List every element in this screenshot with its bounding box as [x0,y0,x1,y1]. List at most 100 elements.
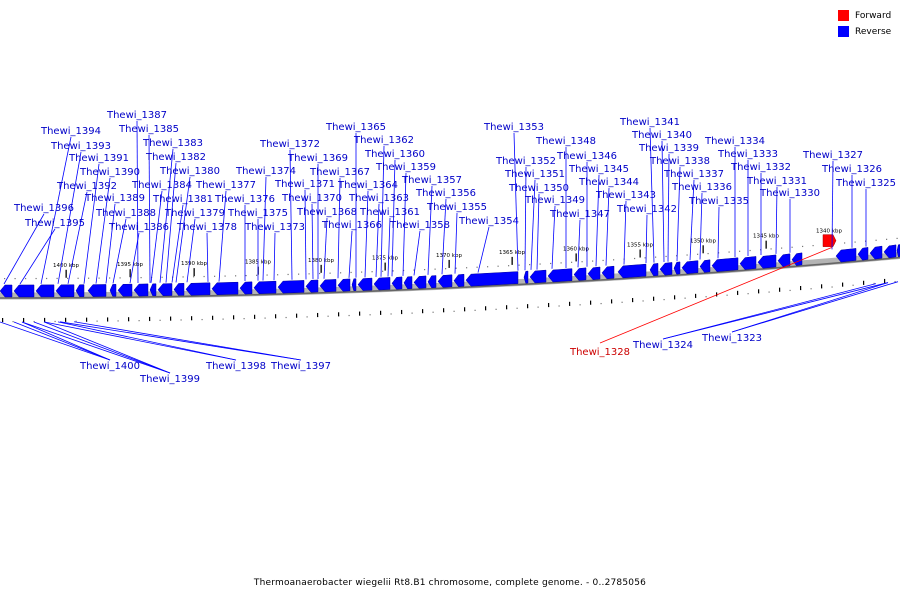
reverse-gene-arrow[interactable] [835,248,857,263]
gene-label[interactable]: Thewi_1348 [535,136,596,147]
gene-label[interactable]: Thewi_1369 [287,153,348,164]
reverse-gene-arrow[interactable] [373,277,391,291]
gene-label[interactable]: Thewi_1374 [235,166,296,177]
gene-label[interactable]: Thewi_1380 [159,166,220,177]
reverse-gene-arrow[interactable] [305,279,319,293]
gene-label[interactable]: Thewi_1325 [835,178,896,189]
gene-label[interactable]: Thewi_1345 [568,164,629,175]
reverse-gene-arrow[interactable] [699,259,711,273]
reverse-gene-arrow[interactable] [649,263,659,277]
gene-label[interactable]: Thewi_1388 [95,208,156,219]
gene-label[interactable]: Thewi_1360 [364,149,425,160]
reverse-gene-arrow[interactable] [896,244,900,258]
gene-label[interactable]: Thewi_1378 [176,222,237,233]
gene-label[interactable]: Thewi_1367 [309,167,370,178]
gene-label[interactable]: Thewi_1397 [270,361,331,372]
gene-label[interactable]: Thewi_1373 [244,222,305,233]
gene-label[interactable]: Thewi_1347 [549,209,610,220]
gene-label[interactable]: Thewi_1370 [281,193,342,204]
gene-label[interactable]: Thewi_1356 [415,188,476,199]
reverse-gene-arrow[interactable] [75,284,85,297]
gene-label[interactable]: Thewi_1336 [671,182,732,193]
gene-label[interactable]: Thewi_1399 [139,374,200,385]
gene-label[interactable]: Thewi_1384 [131,180,192,191]
gene-label[interactable]: Thewi_1377 [195,180,256,191]
gene-label[interactable]: Thewi_1379 [164,208,225,219]
gene-label[interactable]: Thewi_1346 [556,151,617,162]
gene-label[interactable]: Thewi_1396 [13,203,74,214]
reverse-gene-arrow[interactable] [673,261,681,275]
reverse-gene-arrow[interactable] [117,283,133,297]
gene-label[interactable]: Thewi_1371 [274,179,335,190]
gene-label[interactable]: Thewi_1335 [688,196,749,207]
reverse-gene-arrow[interactable] [0,284,13,298]
reverse-gene-arrow[interactable] [35,284,55,298]
gene-label[interactable]: Thewi_1354 [458,216,519,227]
gene-label[interactable]: Thewi_1339 [638,143,699,154]
gene-label[interactable]: Thewi_1349 [524,195,585,206]
gene-label[interactable]: Thewi_1368 [296,207,357,218]
reverse-gene-arrow[interactable] [149,283,157,297]
gene-label[interactable]: Thewi_1392 [56,181,117,192]
gene-label[interactable]: Thewi_1386 [108,222,169,233]
gene-label[interactable]: Thewi_1400 [79,361,140,372]
gene-label[interactable]: Thewi_1342 [616,204,677,215]
gene-label[interactable]: Thewi_1328 [569,347,630,358]
reverse-gene-arrow[interactable] [133,283,149,297]
reverse-gene-arrow[interactable] [777,253,791,268]
reverse-gene-arrow[interactable] [523,270,529,284]
gene-label[interactable]: Thewi_1363 [348,193,409,204]
reverse-gene-arrow[interactable] [883,244,897,259]
reverse-gene-arrow[interactable] [413,275,427,289]
gene-label[interactable]: Thewi_1326 [821,164,882,175]
reverse-gene-arrow[interactable] [337,278,351,292]
reverse-gene-arrow[interactable] [13,284,35,298]
gene-label[interactable]: Thewi_1375 [227,208,288,219]
gene-label[interactable]: Thewi_1391 [68,153,129,164]
gene-label[interactable]: Thewi_1366 [321,220,382,231]
gene-label[interactable]: Thewi_1351 [504,169,565,180]
gene-label[interactable]: Thewi_1324 [632,340,693,351]
gene-label[interactable]: Thewi_1389 [84,193,145,204]
gene-label[interactable]: Thewi_1350 [508,183,569,194]
gene-label[interactable]: Thewi_1398 [205,361,266,372]
reverse-gene-arrow[interactable] [277,280,305,294]
gene-label[interactable]: Thewi_1343 [595,190,656,201]
reverse-gene-arrow[interactable] [711,257,739,272]
gene-label[interactable]: Thewi_1390 [79,167,140,178]
gene-label[interactable]: Thewi_1353 [483,122,544,133]
reverse-gene-arrow[interactable] [351,278,357,292]
reverse-gene-arrow[interactable] [659,262,673,276]
gene-label[interactable]: Thewi_1387 [106,110,167,121]
reverse-gene-arrow[interactable] [357,277,373,291]
reverse-gene-arrow[interactable] [211,281,239,296]
reverse-gene-arrow[interactable] [529,269,547,284]
gene-label[interactable]: Thewi_1385 [118,124,179,135]
gene-label[interactable]: Thewi_1383 [142,138,203,149]
gene-label[interactable]: Thewi_1357 [401,175,462,186]
reverse-gene-arrow[interactable] [173,283,185,296]
reverse-gene-arrow[interactable] [403,276,413,290]
reverse-gene-arrow[interactable] [453,273,465,287]
gene-label[interactable]: Thewi_1323 [701,333,762,344]
gene-label[interactable]: Thewi_1394 [40,126,101,137]
gene-label[interactable]: Thewi_1358 [389,220,450,231]
reverse-gene-arrow[interactable] [87,284,107,297]
gene-label[interactable]: Thewi_1381 [152,194,213,205]
gene-label[interactable]: Thewi_1364 [337,180,398,191]
gene-label[interactable]: Thewi_1341 [619,117,680,128]
gene-label[interactable]: Thewi_1355 [426,202,487,213]
gene-label[interactable]: Thewi_1334 [704,136,765,147]
reverse-gene-arrow[interactable] [109,284,117,297]
reverse-gene-arrow[interactable] [681,260,699,275]
gene-label[interactable]: Thewi_1340 [631,130,692,141]
reverse-gene-arrow[interactable] [253,280,277,295]
gene-label[interactable]: Thewi_1332 [730,162,791,173]
gene-label[interactable]: Thewi_1337 [663,169,724,180]
gene-label[interactable]: Thewi_1338 [649,156,710,167]
gene-label[interactable]: Thewi_1327 [802,150,863,161]
reverse-gene-arrow[interactable] [319,279,337,293]
reverse-gene-arrow[interactable] [427,275,437,289]
reverse-gene-arrow[interactable] [869,245,883,260]
reverse-gene-arrow[interactable] [587,266,601,280]
